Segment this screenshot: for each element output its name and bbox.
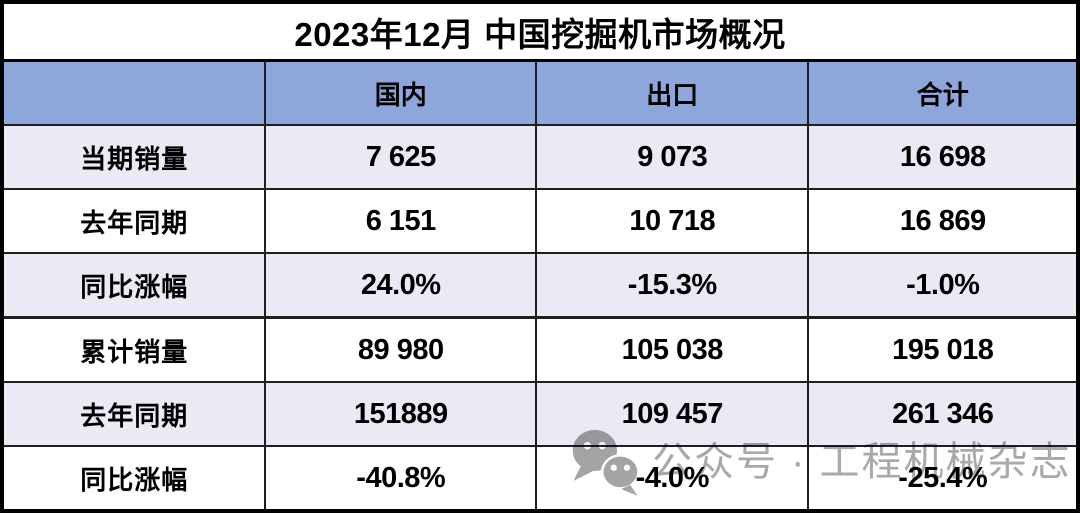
row-label: 同比涨幅 [80, 464, 189, 495]
cell-domestic: -40.8% [264, 447, 535, 509]
cell-total: -1.0% [807, 254, 1076, 316]
row-label: 累计销量 [80, 336, 189, 367]
row-label: 去年同期 [80, 400, 189, 431]
cell-domestic: 89 980 [264, 319, 535, 381]
cell-total: -25.4% [807, 447, 1076, 509]
table-row-current-sales: 当期销量 7 625 9 073 16 698 [4, 124, 1076, 188]
table-row-cumulative-yoy-change: 同比涨幅 -40.8% -4.0% -25.4% [4, 445, 1076, 509]
cell-domestic: 24.0% [264, 254, 535, 316]
cell-export: -4.0% [534, 447, 808, 509]
cell-total: 16 698 [807, 126, 1076, 188]
cell-domestic: 151889 [264, 383, 535, 445]
cell-total: 16 869 [807, 190, 1076, 252]
cell-export: -15.3% [534, 254, 808, 316]
header-cell-domestic: 国内 [264, 62, 535, 124]
cell-export: 105 038 [534, 319, 808, 381]
header-cell-total: 合计 [807, 62, 1076, 124]
table-row-last-year-same-period: 去年同期 6 151 10 718 16 869 [4, 188, 1076, 252]
table-row-cumulative-sales: 累计销量 89 980 105 038 195 018 [4, 316, 1076, 381]
cell-export: 9 073 [534, 126, 808, 188]
table-header-row: 国内 出口 合计 [4, 62, 1076, 124]
cell-domestic: 6 151 [264, 190, 535, 252]
table-title: 2023年12月 中国挖掘机市场概况 [4, 4, 1076, 62]
cell-export: 10 718 [534, 190, 808, 252]
header-cell-empty [4, 62, 264, 124]
row-label: 当期销量 [80, 143, 189, 174]
cell-export: 109 457 [534, 383, 808, 445]
table-row-yoy-change: 同比涨幅 24.0% -15.3% -1.0% [4, 252, 1076, 316]
row-label: 同比涨幅 [80, 271, 189, 302]
row-label: 去年同期 [80, 207, 189, 238]
cell-domestic: 7 625 [264, 126, 535, 188]
cell-total: 195 018 [807, 319, 1076, 381]
cell-total: 261 346 [807, 383, 1076, 445]
table-row-cumulative-last-year: 去年同期 151889 109 457 261 346 [4, 381, 1076, 445]
header-cell-export: 出口 [534, 62, 808, 124]
